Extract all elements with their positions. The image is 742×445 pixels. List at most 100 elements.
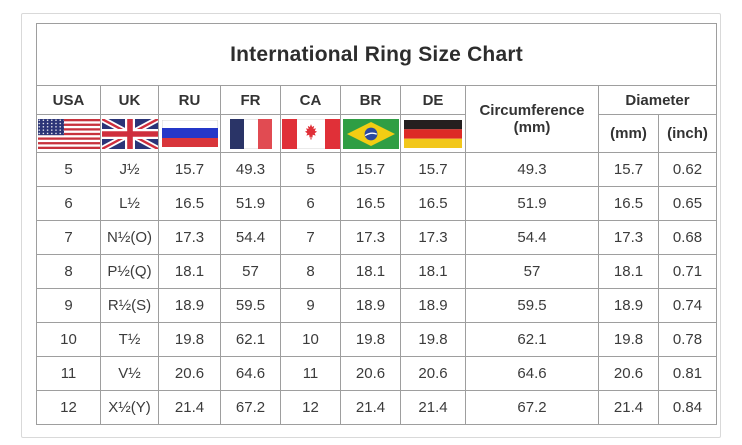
cell-br: 18.9 bbox=[340, 288, 401, 323]
cell-ru: 18.1 bbox=[158, 254, 221, 289]
cell-usa: 8 bbox=[36, 254, 101, 289]
cell-ru: 17.3 bbox=[158, 220, 221, 255]
cell-br: 17.3 bbox=[340, 220, 401, 255]
cell-br: 15.7 bbox=[340, 152, 401, 187]
cell-fr: 51.9 bbox=[220, 186, 281, 221]
ring-size-table-body: 5 J½ 15.7 49.3 5 15.7 15.7 49.3 15.7 0.62 6 L½ 16.5 5… bbox=[36, 152, 717, 425]
cell-usa: 6 bbox=[36, 186, 101, 221]
title-row: International Ring Size Chart bbox=[36, 23, 717, 86]
cell-de: 19.8 bbox=[400, 322, 466, 357]
cell-diameter_inch: 0.78 bbox=[658, 322, 717, 357]
br-flag-cell bbox=[340, 114, 401, 153]
cell-uk: L½ bbox=[100, 186, 159, 221]
cell-ca: 11 bbox=[280, 356, 341, 391]
cell-br: 21.4 bbox=[340, 390, 401, 425]
uk-flag-cell bbox=[100, 114, 159, 153]
cell-circumference: 62.1 bbox=[465, 322, 599, 357]
cell-circumference: 49.3 bbox=[465, 152, 599, 187]
cell-de: 21.4 bbox=[400, 390, 466, 425]
cell-diameter_mm: 16.5 bbox=[598, 186, 659, 221]
col-header-diameter-mm: (mm) bbox=[598, 114, 659, 153]
table-row: 6 L½ 16.5 51.9 6 16.5 16.5 51.9 16.5 0.65 bbox=[36, 186, 717, 221]
cell-circumference: 57 bbox=[465, 254, 599, 289]
table-row: 11 V½ 20.6 64.6 11 20.6 20.6 64.6 20.6 0.81 bbox=[36, 356, 717, 391]
cell-diameter_mm: 19.8 bbox=[598, 322, 659, 357]
cell-br: 20.6 bbox=[340, 356, 401, 391]
cell-circumference: 51.9 bbox=[465, 186, 599, 221]
cell-de: 20.6 bbox=[400, 356, 466, 391]
cell-uk: N½(O) bbox=[100, 220, 159, 255]
col-header-fr: FR bbox=[220, 85, 281, 115]
cell-diameter_inch: 0.84 bbox=[658, 390, 717, 425]
table-row: 12 X½(Y) 21.4 67.2 12 21.4 21.4 67.2 21.4 0.84 bbox=[36, 390, 717, 425]
col-header-usa: USA bbox=[36, 85, 101, 115]
table-row: 8 P½(Q) 18.1 57 8 18.1 18.1 57 18.1 0.71 bbox=[36, 254, 717, 289]
cell-diameter_inch: 0.65 bbox=[658, 186, 717, 221]
fr-flag-icon bbox=[229, 118, 272, 149]
col-header-ru: RU bbox=[158, 85, 221, 115]
cell-ca: 12 bbox=[280, 390, 341, 425]
table-row: 5 J½ 15.7 49.3 5 15.7 15.7 49.3 15.7 0.62 bbox=[36, 152, 717, 187]
page-title: International Ring Size Chart bbox=[36, 23, 717, 86]
cell-diameter_mm: 21.4 bbox=[598, 390, 659, 425]
cell-br: 16.5 bbox=[340, 186, 401, 221]
cell-br: 18.1 bbox=[340, 254, 401, 289]
cell-ca: 9 bbox=[280, 288, 341, 323]
cell-diameter_inch: 0.74 bbox=[658, 288, 717, 323]
cell-diameter_mm: 18.1 bbox=[598, 254, 659, 289]
cell-fr: 49.3 bbox=[220, 152, 281, 187]
cell-ca: 5 bbox=[280, 152, 341, 187]
cell-ru: 16.5 bbox=[158, 186, 221, 221]
cell-ru: 21.4 bbox=[158, 390, 221, 425]
col-header-uk: UK bbox=[100, 85, 159, 115]
col-header-circumference: Circumference (mm) bbox=[465, 85, 599, 153]
cell-ca: 6 bbox=[280, 186, 341, 221]
cell-br: 19.8 bbox=[340, 322, 401, 357]
country-header-row: USA UK RU FR CA BR DE Circumference (mm)… bbox=[36, 85, 717, 153]
col-header-ca: CA bbox=[280, 85, 341, 115]
cell-fr: 62.1 bbox=[220, 322, 281, 357]
cell-usa: 5 bbox=[36, 152, 101, 187]
fr-flag-cell bbox=[220, 114, 281, 153]
us-flag-icon bbox=[37, 118, 100, 149]
col-header-diameter-inch: (inch) bbox=[658, 114, 717, 153]
cell-circumference: 64.6 bbox=[465, 356, 599, 391]
cell-usa: 7 bbox=[36, 220, 101, 255]
cell-circumference: 54.4 bbox=[465, 220, 599, 255]
cell-de: 18.9 bbox=[400, 288, 466, 323]
cell-circumference: 59.5 bbox=[465, 288, 599, 323]
table-row: 7 N½(O) 17.3 54.4 7 17.3 17.3 54.4 17.3 0.68 bbox=[36, 220, 717, 255]
cell-ca: 7 bbox=[280, 220, 341, 255]
cell-fr: 54.4 bbox=[220, 220, 281, 255]
cell-diameter_inch: 0.68 bbox=[658, 220, 717, 255]
cell-usa: 12 bbox=[36, 390, 101, 425]
cell-ca: 10 bbox=[280, 322, 341, 357]
table-row: 9 R½(S) 18.9 59.5 9 18.9 18.9 59.5 18.9 0.74 bbox=[36, 288, 717, 323]
col-header-de: DE bbox=[400, 85, 466, 115]
circumference-unit: (mm) bbox=[513, 119, 551, 136]
cell-de: 17.3 bbox=[400, 220, 466, 255]
ca-flag-cell bbox=[280, 114, 341, 153]
col-header-diameter: Diameter bbox=[598, 85, 717, 115]
cell-uk: J½ bbox=[100, 152, 159, 187]
cell-diameter_mm: 17.3 bbox=[598, 220, 659, 255]
br-flag-icon bbox=[342, 118, 399, 149]
cell-uk: R½(S) bbox=[100, 288, 159, 323]
cell-fr: 67.2 bbox=[220, 390, 281, 425]
de-flag-cell bbox=[400, 114, 466, 153]
cell-uk: P½(Q) bbox=[100, 254, 159, 289]
cell-diameter_mm: 20.6 bbox=[598, 356, 659, 391]
ring-size-chart-table: International Ring Size Chart USA UK RU … bbox=[36, 23, 717, 425]
cell-ru: 15.7 bbox=[158, 152, 221, 187]
cell-ru: 18.9 bbox=[158, 288, 221, 323]
cell-usa: 11 bbox=[36, 356, 101, 391]
cell-ru: 19.8 bbox=[158, 322, 221, 357]
cell-diameter_inch: 0.81 bbox=[658, 356, 717, 391]
table-row: 10 T½ 19.8 62.1 10 19.8 19.8 62.1 19.8 0.78 bbox=[36, 322, 717, 357]
cell-circumference: 67.2 bbox=[465, 390, 599, 425]
cell-uk: T½ bbox=[100, 322, 159, 357]
cell-diameter_mm: 15.7 bbox=[598, 152, 659, 187]
ru-flag-cell bbox=[158, 114, 221, 153]
cell-usa: 10 bbox=[36, 322, 101, 357]
